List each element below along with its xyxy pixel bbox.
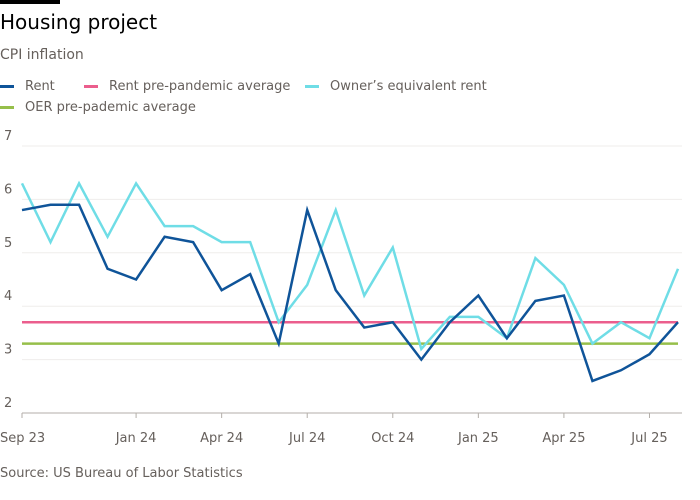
legend-label: Rent pre-pandemic average: [109, 79, 291, 94]
y-tick-label: 2: [4, 396, 12, 411]
x-tick-label: Jul 25: [630, 431, 667, 446]
legend-label: Owner’s equivalent rent: [330, 79, 487, 94]
x-tick-label: Apr 24: [200, 431, 243, 446]
legend-swatch: [0, 106, 14, 109]
source-note: Source: US Bureau of Labor Statistics: [0, 466, 243, 481]
legend-swatch: [84, 85, 98, 88]
x-tick-label: Apr 25: [542, 431, 585, 446]
y-tick-label: 3: [4, 343, 12, 358]
x-tick-label: Jan 24: [115, 431, 157, 446]
brand-bar: [0, 0, 60, 4]
y-tick-label: 4: [4, 289, 12, 304]
series-line-owner-s-equivalent-rent: [20, 180, 680, 352]
x-tick-label: Jul 24: [288, 431, 325, 446]
chart-subtitle: CPI inflation: [0, 47, 84, 63]
x-tick-label: Sep 23: [0, 431, 45, 446]
legend-item-oer-avg: OER pre-pademic average: [0, 100, 196, 115]
legend-item-oer: Owner’s equivalent rent: [305, 79, 487, 94]
legend-swatch: [305, 85, 319, 88]
y-tick-label: 5: [4, 236, 12, 251]
x-tick-label: Jan 25: [457, 431, 499, 446]
y-tick-label: 7: [4, 129, 12, 144]
legend-label: OER pre-pademic average: [25, 100, 196, 115]
chart-title: Housing project: [0, 10, 158, 34]
series-line-rent: [21, 203, 679, 383]
x-tick-label: Oct 24: [371, 431, 414, 446]
legend-label: Rent: [25, 79, 55, 94]
legend-swatch: [0, 85, 14, 88]
legend-item-rent: Rent: [0, 79, 55, 94]
legend-item-rent-avg: Rent pre-pandemic average: [84, 79, 290, 94]
y-tick-label: 6: [4, 182, 12, 197]
